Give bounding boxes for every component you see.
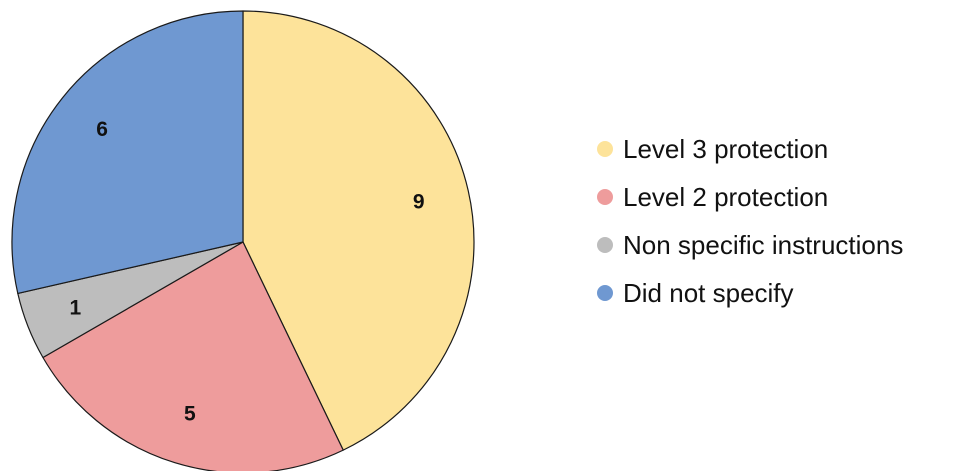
legend-label-level-2-protection: Level 2 protection <box>623 182 829 212</box>
legend-marker-did-not-specify <box>597 285 613 301</box>
legend-label-level-3-protection: Level 3 protection <box>623 134 829 164</box>
legend-item-did-not-specify: Did not specify <box>593 269 954 317</box>
legend-marker-level-3-protection <box>597 141 613 157</box>
legend-label-non-specific-instructions: Non specific instructions <box>623 230 904 260</box>
pie-slice-level-2-protection <box>42 241 344 471</box>
legend: Level 3 protection Level 2 protection No… <box>593 125 954 317</box>
pie-slice-level-3-protection <box>242 10 475 451</box>
pie-slices <box>11 10 475 471</box>
data-label-non-specific-instructions: 1 <box>69 296 81 319</box>
legend-item-level-3-protection: Level 3 protection <box>593 125 954 173</box>
legend-marker-level-2-protection <box>597 189 613 205</box>
data-label-level-2-protection: 5 <box>184 403 196 426</box>
legend-marker-non-specific-instructions <box>597 237 613 253</box>
legend-item-non-specific-instructions: Non specific instructions <box>593 221 954 269</box>
legend-label-did-not-specify: Did not specify <box>623 278 794 308</box>
pie-slice-did-not-specify <box>11 10 244 294</box>
data-label-did-not-specify: 6 <box>96 118 108 141</box>
data-label-level-3-protection: 9 <box>413 190 425 213</box>
legend-item-level-2-protection: Level 2 protection <box>593 173 954 221</box>
pie-data-labels: 9 5 1 6 <box>69 118 424 426</box>
